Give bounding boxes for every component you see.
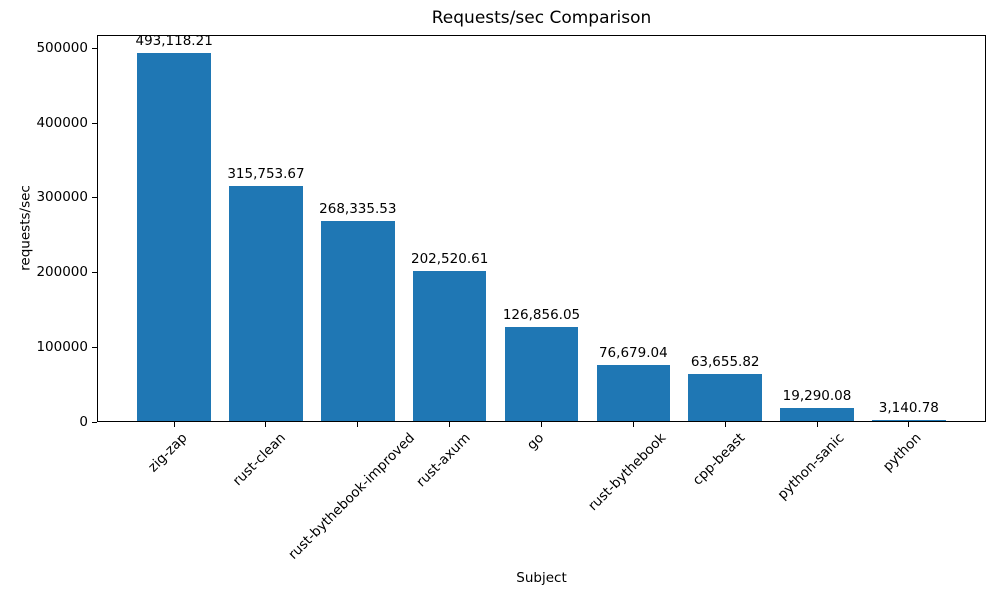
y-tick-mark <box>92 421 97 423</box>
x-tick-label: rust-bythebook <box>584 430 670 515</box>
bar-value-label: 268,335.53 <box>319 201 397 218</box>
x-tick-mark <box>541 422 542 427</box>
x-tick-label: python-sanic <box>774 430 848 503</box>
x-tick-mark <box>632 422 634 427</box>
bar-python-sanic <box>780 407 854 422</box>
bar-value-label: 126,856.05 <box>502 307 581 324</box>
x-tick-mark <box>908 422 910 427</box>
y-tick-mark <box>92 197 97 199</box>
bar-value-label: 19,290.08 <box>782 387 852 404</box>
y-tick-mark <box>92 346 97 348</box>
bar-python <box>872 419 946 422</box>
x-tick-mark <box>724 422 726 427</box>
bar-value-label: 3,140.78 <box>878 399 939 416</box>
bar-go <box>504 327 579 422</box>
x-tick-mark <box>265 422 267 427</box>
y-tick-label: 200000 <box>36 264 88 280</box>
bar-value-label: 493,118.21 <box>135 33 213 50</box>
y-tick-label: 400000 <box>36 114 88 131</box>
bar-rust-axum <box>412 270 487 422</box>
x-tick-label: go <box>523 430 547 454</box>
y-tick-mark <box>92 122 97 124</box>
y-axis-label: requests/sec <box>17 185 34 271</box>
x-tick-label: rust-bythebook-improved <box>285 430 418 563</box>
x-tick-label: rust-axum <box>413 430 474 491</box>
x-tick-mark <box>449 422 451 427</box>
chart-title: Requests/sec Comparison <box>431 8 652 28</box>
bar-value-label: 63,655.82 <box>690 354 760 371</box>
bar-cpp-beast <box>688 374 762 422</box>
bar-value-label: 202,520.61 <box>411 250 489 267</box>
bar-value-label: 76,679.04 <box>598 344 668 361</box>
x-tick-mark <box>816 422 818 427</box>
x-tick-label: zig-zap <box>145 430 191 476</box>
bar-rust-bythebook-improved <box>321 221 395 422</box>
bar-rust-bythebook <box>596 364 671 422</box>
y-tick-label: 0 <box>79 413 88 430</box>
x-tick-label: python <box>880 430 925 475</box>
bar-rust-clean <box>229 185 303 422</box>
bar-zig-zap <box>137 53 211 422</box>
y-tick-mark <box>92 272 97 273</box>
y-tick-label: 500000 <box>36 39 88 56</box>
x-tick-mark <box>173 422 175 427</box>
x-tick-label: cpp-beast <box>689 430 749 489</box>
y-tick-label: 300000 <box>36 189 88 206</box>
x-axis-label: Subject <box>516 570 567 586</box>
bar-value-label: 315,753.67 <box>227 165 305 182</box>
y-tick-mark <box>92 47 97 49</box>
y-tick-label: 100000 <box>36 338 88 355</box>
x-tick-label: rust-clean <box>230 430 290 490</box>
x-tick-mark <box>357 422 359 427</box>
